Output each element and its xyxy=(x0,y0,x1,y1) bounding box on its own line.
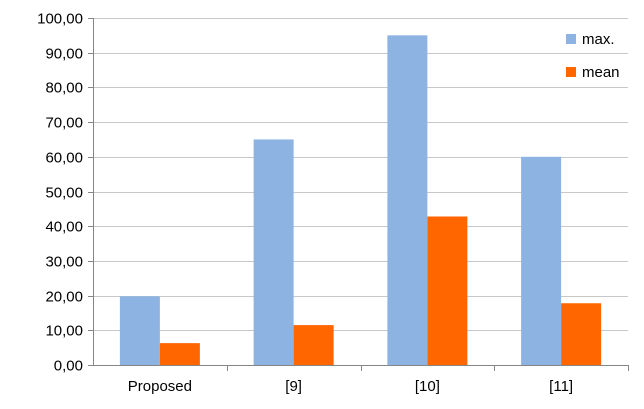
y-tick-labels: 0,00 10,00 20,00 30,00 40,00 50,00 60,00 70,00 8… xyxy=(37,11,83,375)
y-tick-label: 20,00 xyxy=(45,289,83,306)
legend-swatch xyxy=(566,67,576,77)
y-tick-label: 70,00 xyxy=(45,115,83,132)
gridlines xyxy=(93,18,628,331)
y-tick-label: 30,00 xyxy=(45,254,83,271)
bar-max-2 xyxy=(387,35,428,365)
bar-mean-0 xyxy=(159,343,200,365)
y-tick-label: 40,00 xyxy=(45,219,83,236)
y-tick-label: 50,00 xyxy=(45,185,83,202)
legend-label: mean xyxy=(582,64,620,81)
x-tick-labels: Proposed [9] [10] [11] xyxy=(128,378,573,395)
y-tick-label: 0,00 xyxy=(54,358,83,375)
y-tick-label: 80,00 xyxy=(45,80,83,97)
y-tick-label: 10,00 xyxy=(45,323,83,340)
bar-max-3 xyxy=(521,156,562,365)
legend: max. mean xyxy=(566,31,620,81)
bar-max-1 xyxy=(253,139,294,365)
x-tick-label: [9] xyxy=(285,378,302,395)
bars xyxy=(119,35,602,365)
axes xyxy=(88,18,629,371)
x-tick-label: Proposed xyxy=(128,378,192,395)
legend-swatch xyxy=(566,34,576,44)
legend-label: max. xyxy=(582,31,615,48)
bar-mean-2 xyxy=(427,216,468,365)
y-tick-label: 60,00 xyxy=(45,150,83,167)
bar-mean-3 xyxy=(561,303,602,365)
x-tick-label: [11] xyxy=(549,378,573,395)
y-tick-label: 100,00 xyxy=(37,11,83,28)
bar-mean-1 xyxy=(293,325,334,365)
x-tick-label: [10] xyxy=(415,378,440,395)
y-tick-label: 90,00 xyxy=(45,46,83,63)
bar-max-0 xyxy=(119,296,160,365)
